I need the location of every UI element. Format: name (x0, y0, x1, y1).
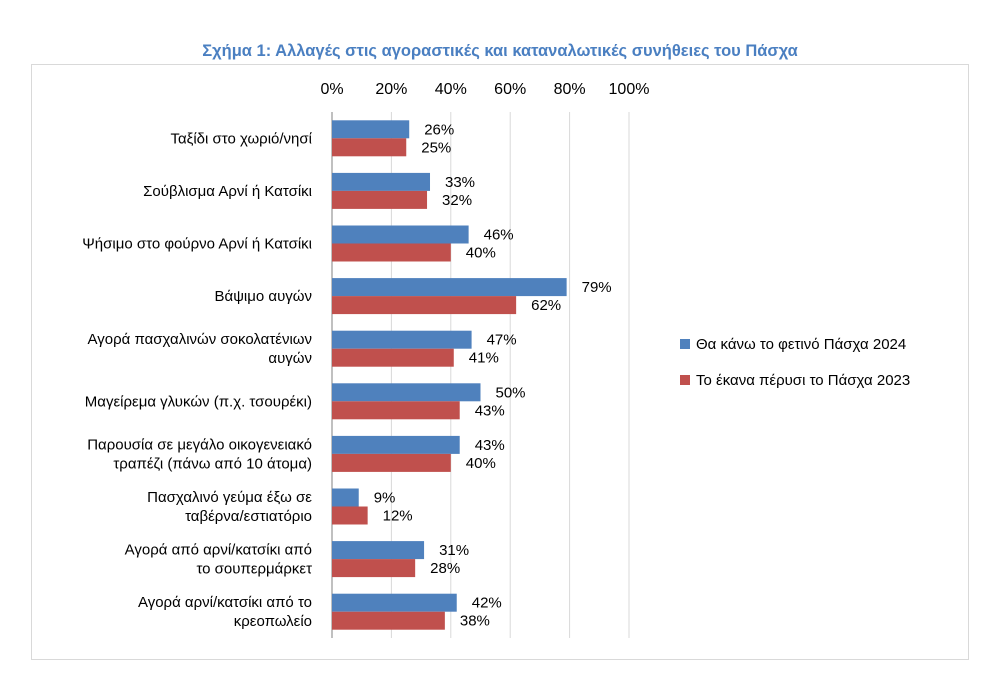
bar-2023 (332, 348, 454, 367)
data-label-2024: 26% (424, 121, 454, 138)
category-label: Παρουσία σε μεγάλο οικογενειακό τραπέζι (… (87, 436, 312, 472)
bar-2023 (332, 611, 445, 630)
bar-2024 (332, 330, 472, 349)
x-tick-label: 20% (375, 81, 407, 98)
bar-2024 (332, 435, 460, 454)
data-label-2023: 43% (475, 402, 505, 419)
data-label-2023: 25% (421, 139, 451, 156)
category-label: Πασχαλινό γεύμα έξω σε ταβέρνα/εστιατόριο (147, 489, 312, 525)
category-label: Σούβλισμα Αρνί ή Κατσίκι (143, 183, 312, 200)
x-tick-label: 100% (609, 81, 650, 98)
category-label: Μαγείρεμα γλυκών (π.χ. τσουρέκι) (85, 393, 312, 410)
legend-label: Το έκανα πέρυσι το Πάσχα 2023 (696, 372, 910, 389)
data-label-2023: 12% (383, 508, 413, 525)
bar-2024 (332, 120, 410, 139)
data-label-2024: 79% (582, 279, 612, 296)
data-label-2024: 46% (484, 227, 514, 244)
x-tick-label: 40% (435, 81, 467, 98)
bar-2024 (332, 593, 457, 612)
data-label-2024: 31% (439, 542, 469, 559)
bar-2024 (332, 383, 481, 402)
data-label-2024: 42% (472, 595, 502, 612)
legend-swatch (680, 375, 690, 385)
bar-2023 (332, 401, 460, 420)
category-label: Βάψιμο αυγών (215, 288, 312, 305)
data-label-2023: 38% (460, 613, 490, 630)
category-label: Αγορά πασχαλινών σοκολατένιων αυγών (88, 331, 312, 367)
bar-2024 (332, 541, 425, 560)
x-tick-label: 80% (554, 81, 586, 98)
category-label: Ψήσιμο στο φούρνο Αρνί ή Κατσίκι (82, 236, 312, 253)
data-label-2023: 41% (469, 350, 499, 367)
data-label-2024: 33% (445, 174, 475, 191)
bar-2023 (332, 506, 368, 525)
data-label-2024: 43% (475, 437, 505, 454)
category-label: Αγορά από αρνί/κατσίκι από το σουπερμάρκε… (125, 542, 312, 578)
category-label: Ταξίδι στο χωριό/νησί (170, 130, 312, 147)
data-label-2023: 32% (442, 192, 472, 209)
bar-2024 (332, 488, 359, 507)
x-tick-label: 60% (494, 81, 526, 98)
data-label-2023: 40% (466, 245, 496, 262)
bar-2023 (332, 453, 451, 472)
bar-2024 (332, 278, 567, 297)
data-label-2024: 47% (487, 332, 517, 349)
legend-swatch (680, 339, 690, 349)
x-tick-label: 0% (320, 81, 343, 98)
data-label-2023: 28% (430, 560, 460, 577)
data-label-2024: 50% (496, 384, 526, 401)
chart-frame (31, 64, 969, 660)
bar-2023 (332, 243, 451, 262)
bar-2024 (332, 172, 431, 191)
bar-2024 (332, 225, 469, 244)
chart-title: Σχήμα 1: Αλλαγές στις αγοραστικές και κα… (202, 42, 798, 60)
bar-2023 (332, 559, 416, 578)
category-label: Αγορά αρνί/κατσίκι από το κρεοπωλείο (138, 594, 312, 630)
data-label-2023: 40% (466, 455, 496, 472)
bar-2023 (332, 190, 428, 209)
data-label-2023: 62% (531, 297, 561, 314)
bar-2023 (332, 138, 407, 157)
bar-2023 (332, 296, 517, 315)
legend-label: Θα κάνω το φετινό Πάσχα 2024 (696, 336, 906, 353)
data-label-2024: 9% (374, 490, 396, 507)
